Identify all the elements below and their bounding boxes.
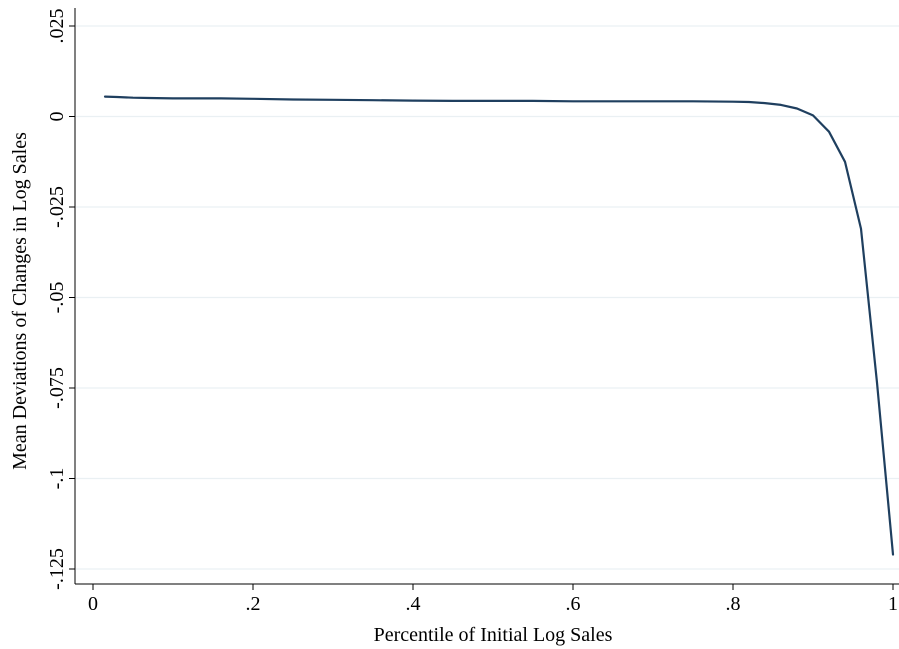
x-tick-label: .6 (566, 593, 581, 615)
x-tick-label: .4 (406, 593, 421, 615)
y-tick-label: -.075 (46, 367, 68, 409)
y-tick-label: 0 (46, 112, 68, 122)
series-line (103, 95, 895, 556)
y-tick-label: -.05 (46, 282, 68, 314)
y-tick-label: -.1 (46, 468, 68, 490)
axis-layer: -.125 -.1 -.075 -.05 -.025 0 .025 0 .2 .4 .6 .8 1 (46, 8, 899, 615)
x-tick-label: .2 (246, 593, 261, 615)
x-axis-title: Percentile of Initial Log Sales (374, 624, 613, 646)
series-layer (103, 95, 895, 556)
grid-layer (76, 25, 899, 570)
x-tick-label: 1 (888, 593, 898, 615)
x-tick-label: 0 (88, 593, 98, 615)
y-tick-label: .025 (46, 9, 68, 44)
y-tick-label: -.025 (46, 186, 68, 228)
y-axis-title: Mean Deviations of Changes in Log Sales (9, 132, 31, 470)
y-tick-label: -.125 (46, 548, 68, 590)
x-tick-label: .8 (726, 593, 741, 615)
